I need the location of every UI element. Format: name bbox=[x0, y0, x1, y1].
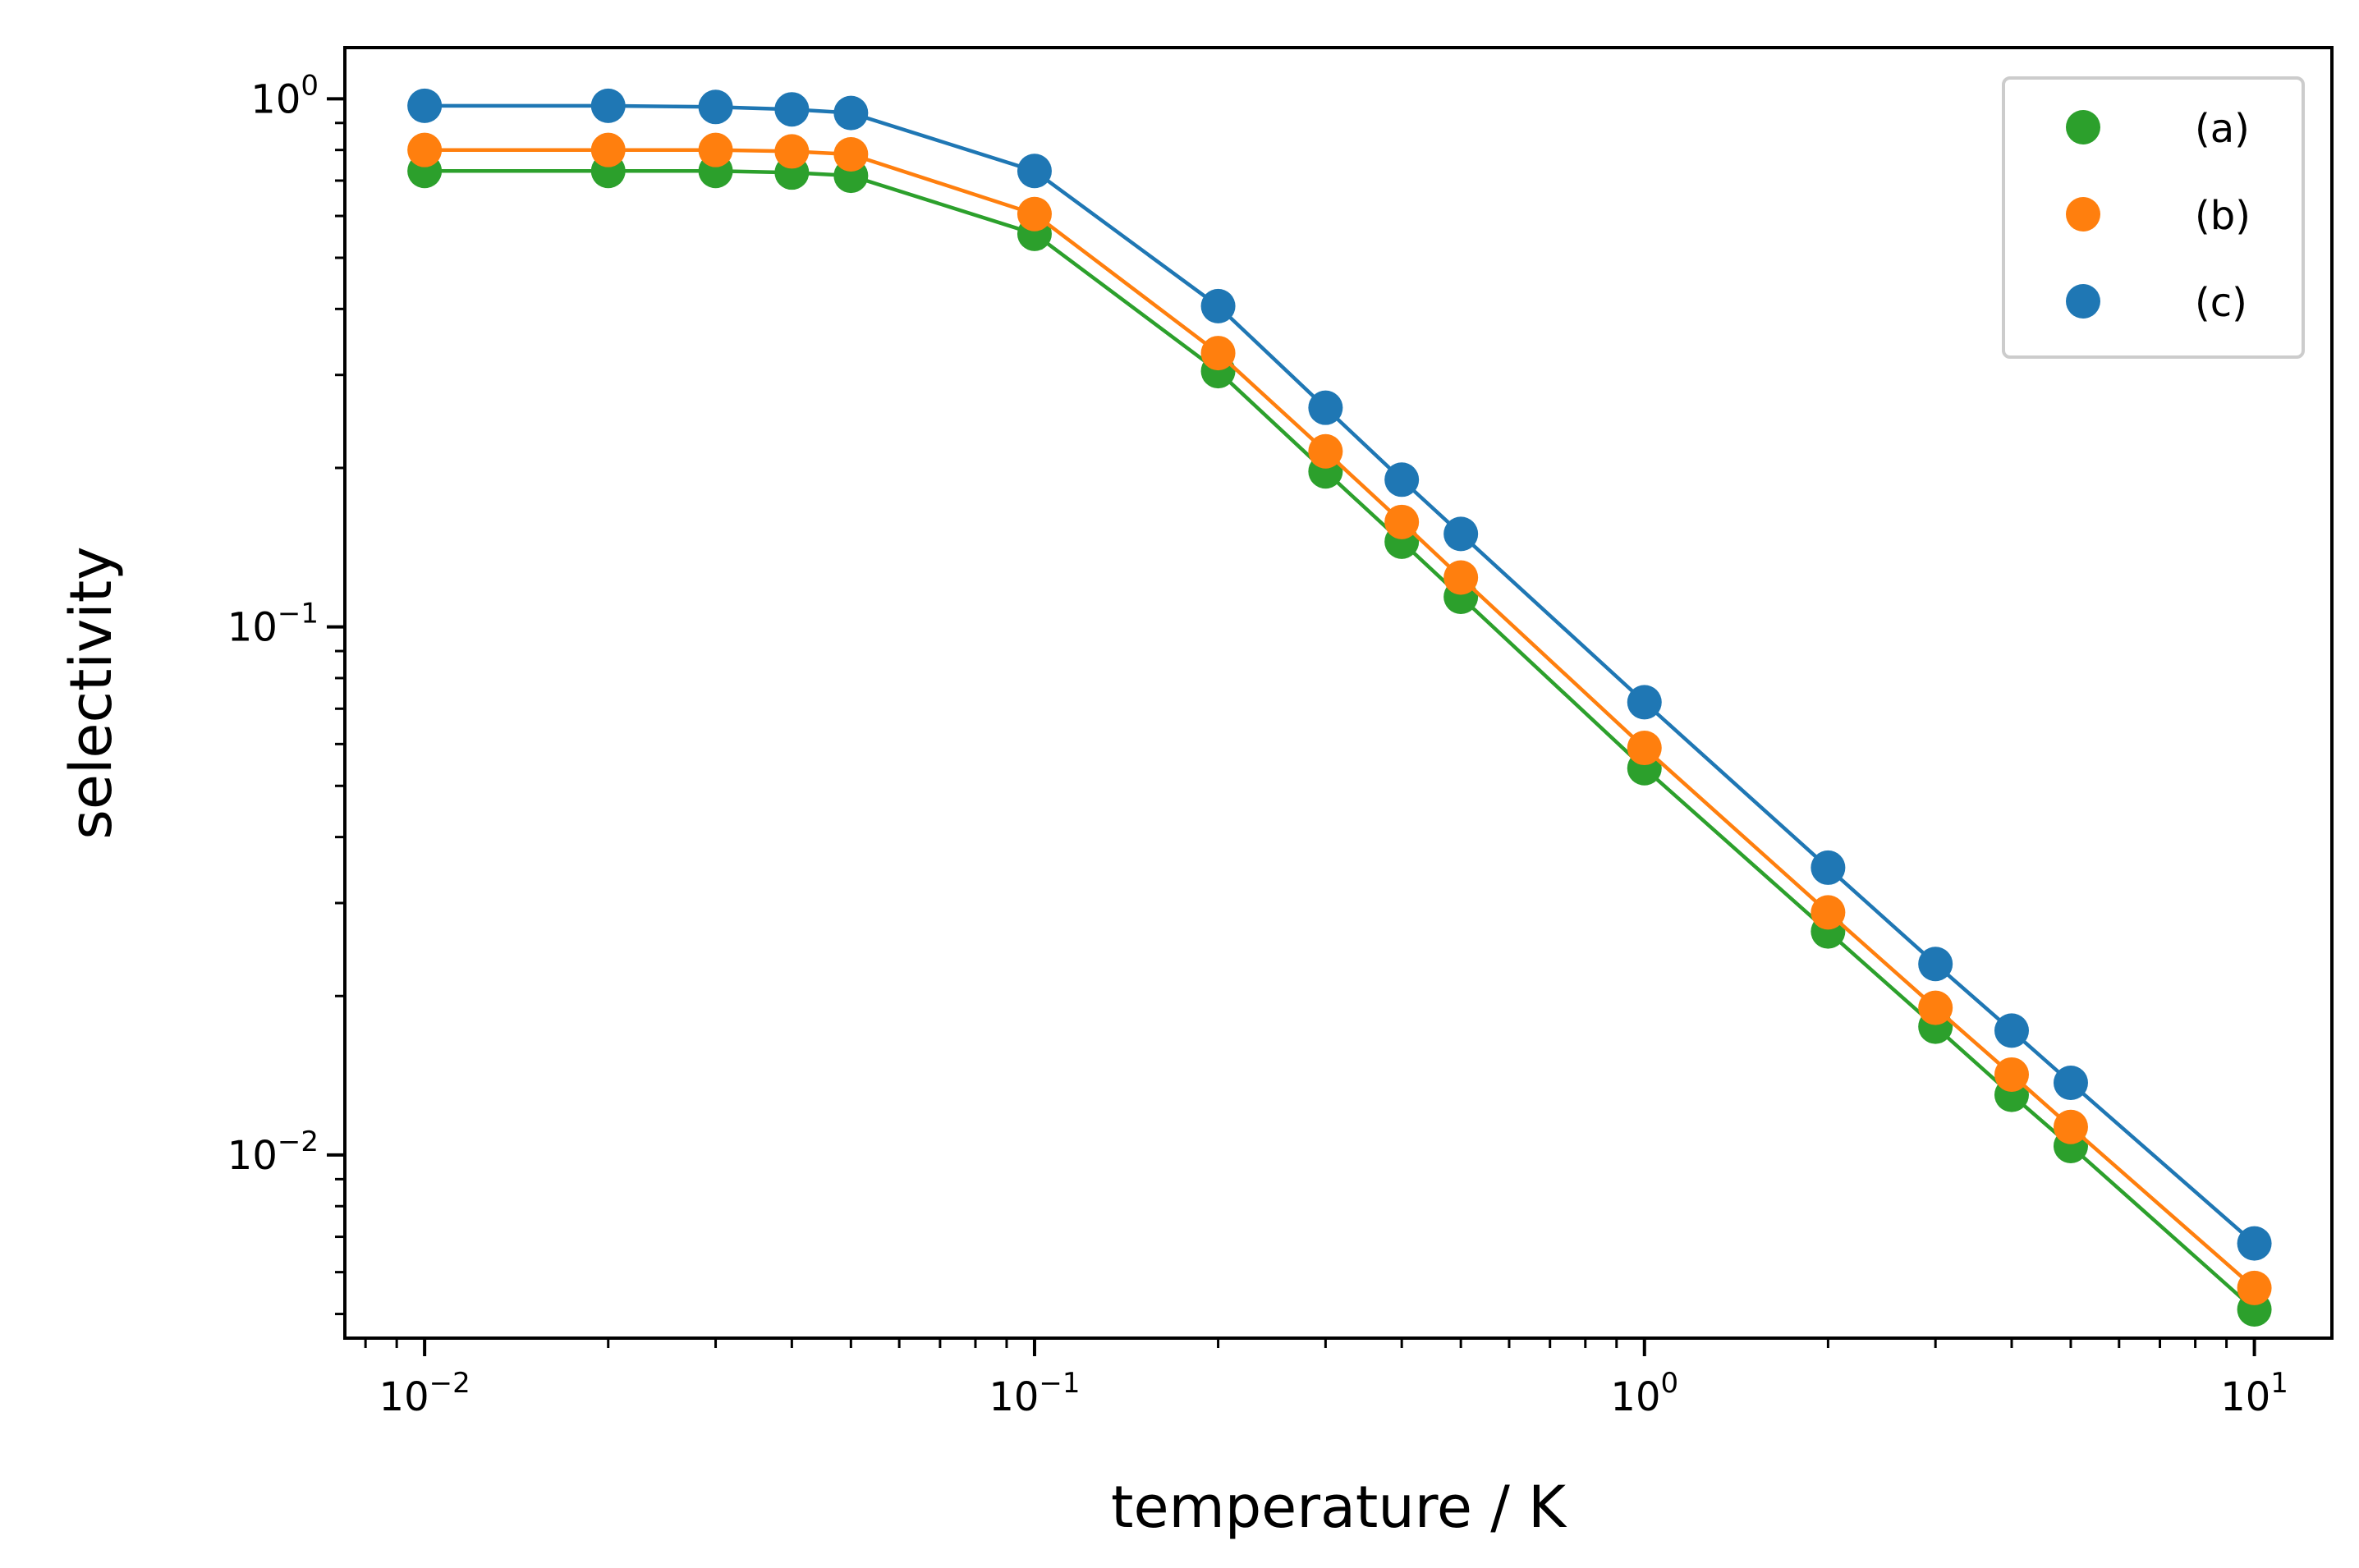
data-point-b bbox=[2237, 1270, 2272, 1305]
data-point-b bbox=[833, 136, 869, 172]
data-point-b bbox=[1918, 990, 1953, 1025]
legend-label-c: (c) bbox=[2195, 280, 2247, 326]
x-tick-label: 10−2 bbox=[379, 1367, 470, 1420]
legend-marker-b bbox=[2066, 197, 2100, 232]
minor-ticks bbox=[335, 121, 2228, 1348]
x-axis-label: temperature / K bbox=[1111, 1474, 1567, 1541]
data-point-c bbox=[698, 89, 733, 125]
data-point-b bbox=[1384, 504, 1420, 539]
series-line-b bbox=[425, 148, 2256, 1290]
series-c bbox=[407, 88, 2272, 1261]
legend-label-a: (a) bbox=[2195, 106, 2250, 152]
data-point-c bbox=[1443, 516, 1479, 552]
data-point-c bbox=[1918, 947, 1953, 982]
data-point-b bbox=[1811, 895, 1846, 930]
y-tick-label: 10−2 bbox=[227, 1126, 319, 1179]
series-b bbox=[407, 132, 2272, 1305]
data-point-b bbox=[1200, 336, 1236, 371]
data-point-b bbox=[1017, 196, 1052, 232]
y-tick-label: 100 bbox=[250, 69, 319, 122]
series-layer bbox=[407, 88, 2272, 1327]
data-point-c bbox=[1627, 685, 1662, 720]
data-point-c bbox=[2237, 1226, 2272, 1261]
x-tick-label: 100 bbox=[1610, 1367, 1678, 1420]
data-point-c bbox=[1994, 1013, 2029, 1048]
plot-frame bbox=[343, 46, 2334, 1340]
legend: (a) (b) (c) bbox=[2002, 76, 2305, 359]
data-point-b bbox=[1627, 731, 1662, 766]
data-point-c bbox=[1200, 288, 1236, 323]
y-axis-label: selectivity bbox=[57, 546, 125, 839]
data-point-b bbox=[1443, 560, 1479, 595]
data-point-b bbox=[590, 132, 626, 167]
x-tick-label: 10−1 bbox=[989, 1367, 1080, 1420]
legend-marker-c bbox=[2066, 284, 2100, 319]
data-point-c bbox=[1017, 154, 1052, 189]
data-point-b bbox=[774, 134, 810, 169]
data-point-c bbox=[1308, 390, 1343, 425]
major-ticks: 10−2 10−1 100 101 10−2 10−1 100 bbox=[227, 69, 2288, 1420]
data-point-c bbox=[1811, 850, 1846, 885]
data-point-b bbox=[407, 132, 443, 167]
data-point-b bbox=[698, 132, 733, 167]
legend-marker-a bbox=[2066, 110, 2100, 144]
series-line-a bbox=[425, 169, 2256, 1311]
legend-box bbox=[2002, 76, 2305, 359]
x-tick-label: 101 bbox=[2220, 1367, 2288, 1420]
data-point-b bbox=[1308, 433, 1343, 469]
legend-label-b: (b) bbox=[2195, 193, 2251, 239]
data-point-c bbox=[833, 95, 869, 131]
data-point-b bbox=[1994, 1057, 2029, 1092]
data-point-c bbox=[590, 88, 626, 123]
data-point-c bbox=[407, 88, 443, 123]
data-point-b bbox=[2053, 1109, 2088, 1144]
data-point-c bbox=[2053, 1065, 2088, 1100]
series-line-c bbox=[425, 103, 2256, 1245]
data-point-c bbox=[1384, 462, 1420, 497]
series-a bbox=[407, 154, 2272, 1327]
data-point-c bbox=[774, 92, 810, 127]
y-tick-label: 10−1 bbox=[227, 598, 319, 651]
